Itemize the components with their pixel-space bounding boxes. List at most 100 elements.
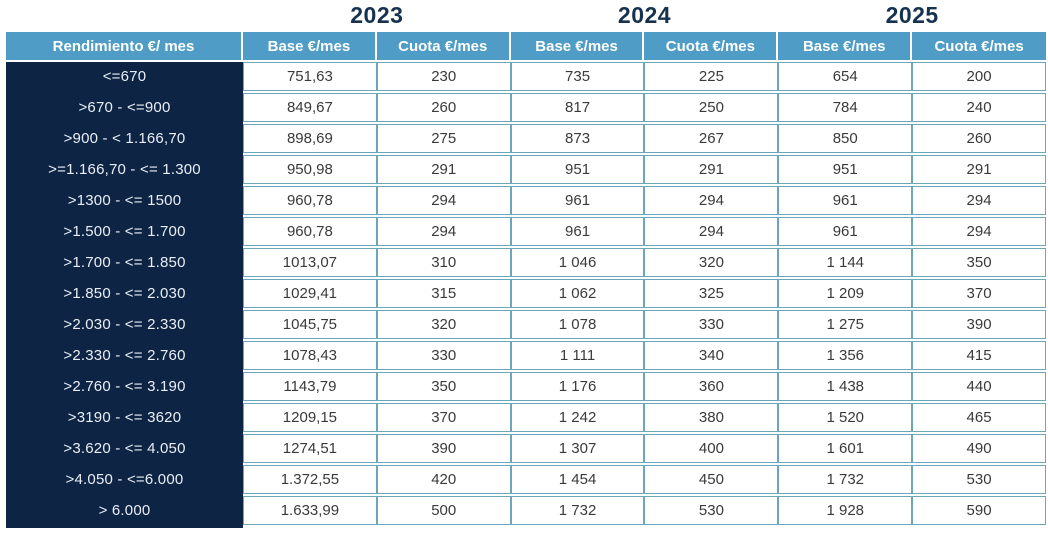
- row-range-label: >1.500 - <= 1.700: [63, 223, 186, 240]
- table-row: >3190 - <= 3620 1209,15 370 1 242 380 1 520 46…: [6, 403, 1046, 432]
- data-cell: 370: [912, 279, 1046, 308]
- row-range-label: >4.050 - <=6.000: [65, 471, 184, 488]
- data-cell: 291: [912, 155, 1046, 184]
- data-cell: 315: [376, 279, 511, 308]
- table-row: >2.760 - <= 3.190 1143,79 350 1 176 360 1 438…: [6, 372, 1046, 401]
- data-cell: 1 601: [778, 434, 913, 463]
- data-cell: 450: [644, 465, 779, 494]
- table-row: >1.850 - <= 2.030 1029,41 315 1 062 325 1 209…: [6, 279, 1046, 308]
- data-cell: 1 928: [778, 496, 913, 525]
- data-cell: 590: [912, 496, 1046, 525]
- data-cell: 390: [912, 310, 1046, 339]
- year-label-2025: 2025: [885, 2, 939, 28]
- table-row: >3.620 - <= 4.050 1274,51 390 1 307 400 1 601…: [6, 434, 1046, 463]
- column-header-rendimiento: Rendimiento €/ mes: [6, 32, 243, 60]
- data-cell: 294: [644, 186, 779, 215]
- data-cell: 1143,79: [243, 372, 377, 401]
- data-cell: 1 111: [510, 341, 645, 370]
- column-header-bar: Rendimiento €/ mes Base €/mes Cuota €/me…: [6, 32, 1046, 60]
- data-cell: 500: [376, 496, 511, 525]
- data-cell: 267: [644, 124, 779, 153]
- data-cell: 735: [510, 62, 645, 91]
- data-cell: 320: [644, 248, 779, 277]
- data-cell: 294: [912, 217, 1046, 246]
- column-header-cuota-2024: Cuota €/mes: [644, 32, 779, 60]
- data-cell: 415: [912, 341, 1046, 370]
- row-range-label: >1300 - <= 1500: [67, 192, 182, 209]
- row-range-label: > 6.000: [98, 502, 151, 519]
- data-cell: 1 356: [778, 341, 913, 370]
- data-cell: 260: [376, 93, 511, 122]
- data-cell: 310: [376, 248, 511, 277]
- table-row: >1300 - <= 1500 960,78 294 961 294 961 294: [6, 186, 1046, 215]
- data-cell: 1.633,99: [243, 496, 377, 525]
- column-header-base-2023: Base €/mes: [243, 32, 377, 60]
- data-cell: 530: [912, 465, 1046, 494]
- data-cell: 850: [778, 124, 913, 153]
- row-range-label: >900 - < 1.166,70: [63, 130, 186, 147]
- data-cell: 490: [912, 434, 1046, 463]
- table-row: >670 - <=900 849,67 260 817 250 784 240: [6, 93, 1046, 122]
- data-cell: 390: [376, 434, 511, 463]
- year-label-2023: 2023: [350, 2, 404, 28]
- table-row: >=1.166,70 - <= 1.300 950,98 291 951 291 951 2…: [6, 155, 1046, 184]
- data-cell: 350: [912, 248, 1046, 277]
- data-cell: 1 078: [510, 310, 645, 339]
- row-range-label: >2.030 - <= 2.330: [63, 316, 186, 333]
- year-header-row: 2023 2024 2025: [6, 1, 1046, 30]
- data-cell: 260: [912, 124, 1046, 153]
- row-range-label: <=670: [102, 68, 147, 85]
- data-cell: 294: [376, 217, 511, 246]
- data-cell: 1 732: [510, 496, 645, 525]
- data-cell: 784: [778, 93, 913, 122]
- data-cell: 350: [376, 372, 511, 401]
- data-cell: 250: [644, 93, 779, 122]
- data-cell: 1209,15: [243, 403, 377, 432]
- data-cell: 873: [510, 124, 645, 153]
- data-cell: 1 438: [778, 372, 913, 401]
- data-cell: 960,78: [243, 186, 377, 215]
- data-cell: 1.372,55: [243, 465, 377, 494]
- table-row: >1.500 - <= 1.700 960,78 294 961 294 961 294: [6, 217, 1046, 246]
- column-header-base-2025: Base €/mes: [778, 32, 913, 60]
- data-cell: 440: [912, 372, 1046, 401]
- row-range-label: >2.760 - <= 3.190: [63, 378, 186, 395]
- data-cell: 330: [376, 341, 511, 370]
- table-body: <=670 751,63 230 735 225 654 200 >670 - <=900 84…: [6, 62, 1046, 528]
- table-row: <=670 751,63 230 735 225 654 200: [6, 62, 1046, 91]
- year-label-2024: 2024: [617, 2, 672, 28]
- data-cell: 849,67: [243, 93, 377, 122]
- table-row: >900 - < 1.166,70 898,69 275 873 267 850 260: [6, 124, 1046, 153]
- data-cell: 420: [376, 465, 511, 494]
- data-cell: 751,63: [243, 62, 377, 91]
- row-range-label: >3.620 - <= 4.050: [63, 440, 186, 457]
- data-cell: 1 176: [510, 372, 645, 401]
- table-row: >2.030 - <= 2.330 1045,75 320 1 078 330 1 275…: [6, 310, 1046, 339]
- data-cell: 817: [510, 93, 645, 122]
- column-header-base-2024: Base €/mes: [510, 32, 645, 60]
- data-cell: 961: [778, 186, 913, 215]
- data-cell: 294: [376, 186, 511, 215]
- data-cell: 1 275: [778, 310, 913, 339]
- data-cell: 1 144: [778, 248, 913, 277]
- data-cell: 530: [644, 496, 779, 525]
- data-cell: 1 046: [510, 248, 645, 277]
- data-cell: 1029,41: [243, 279, 377, 308]
- row-range-label: >=1.166,70 - <= 1.300: [48, 161, 201, 178]
- data-cell: 1 062: [510, 279, 645, 308]
- column-header-cuota-2025: Cuota €/mes: [912, 32, 1046, 60]
- data-cell: 465: [912, 403, 1046, 432]
- row-range-label: >1.850 - <= 2.030: [63, 285, 186, 302]
- data-cell: 654: [778, 62, 913, 91]
- data-cell: 961: [510, 186, 645, 215]
- data-cell: 320: [376, 310, 511, 339]
- data-cell: 961: [510, 217, 645, 246]
- data-cell: 400: [644, 434, 779, 463]
- data-cell: 330: [644, 310, 779, 339]
- data-cell: 1 242: [510, 403, 645, 432]
- data-cell: 1013,07: [243, 248, 377, 277]
- data-cell: 1 307: [510, 434, 645, 463]
- data-cell: 1274,51: [243, 434, 377, 463]
- table-row: >4.050 - <=6.000 1.372,55 420 1 454 450 1 732…: [6, 465, 1046, 494]
